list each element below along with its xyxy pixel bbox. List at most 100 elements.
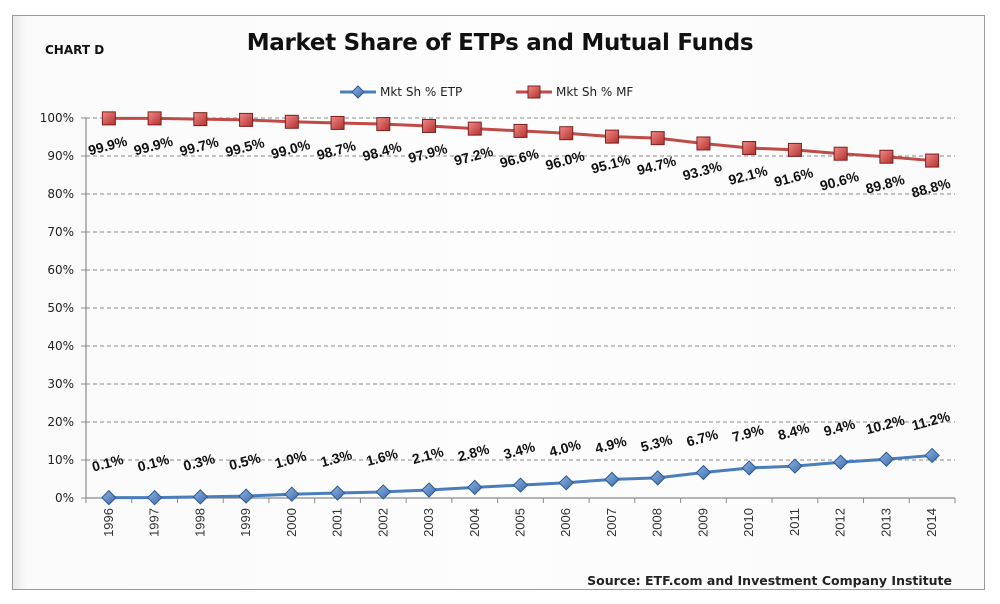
data-label: 99.5% <box>224 134 267 160</box>
gridlines <box>86 117 955 461</box>
x-tick-label: 2003 <box>421 508 436 537</box>
legend: Mkt Sh % ETP Mkt Sh % MF <box>340 85 633 99</box>
data-label: 4.9% <box>593 433 628 457</box>
data-label: 10.2% <box>864 411 907 437</box>
mf-marker <box>467 121 482 136</box>
mf-marker <box>422 118 437 133</box>
data-label: 5.3% <box>639 431 674 455</box>
etp-marker <box>146 489 163 506</box>
y-tick-label: 60% <box>47 263 74 277</box>
etp-marker <box>329 485 346 501</box>
legend-square-icon <box>527 85 541 99</box>
x-axis-ticks: 1996 1997 1998 1999 2000 2001 2002 2003 2004 2005… <box>85 498 956 537</box>
mf-marker <box>925 153 940 168</box>
data-label: 0.3% <box>182 450 217 474</box>
mf-marker <box>101 111 116 126</box>
data-label: 96.0% <box>544 147 587 173</box>
data-label: 9.4% <box>822 415 857 439</box>
y-tick-label: 90% <box>47 149 74 163</box>
mf-marker <box>879 149 894 164</box>
x-tick-label: 2013 <box>878 508 893 537</box>
y-tick-label: 80% <box>47 187 74 201</box>
chart-title: Market Share of ETPs and Mutual Funds <box>246 30 754 56</box>
chart-source: Source: ETF.com and Investment Company I… <box>587 573 952 588</box>
data-label: 95.1% <box>589 151 632 177</box>
data-label: 1.6% <box>365 445 400 469</box>
data-label: 98.7% <box>315 137 358 163</box>
etp-marker <box>512 477 529 493</box>
mf-marker <box>833 146 848 161</box>
mf-marker <box>193 112 208 127</box>
mf-marker <box>284 114 299 129</box>
data-label: 90.6% <box>818 168 861 194</box>
etp-marker <box>467 479 483 496</box>
legend-label: Mkt Sh % ETP <box>380 85 462 99</box>
y-tick-label: 0% <box>55 491 74 505</box>
etp-marker <box>650 470 666 486</box>
y-tick-label: 30% <box>47 377 74 391</box>
etp-marker <box>421 482 437 498</box>
etp-marker <box>101 489 117 506</box>
etp-marker <box>238 488 254 504</box>
data-label: 97.2% <box>452 143 495 169</box>
data-labels: 0.1% 0.1% 0.3% 0.5% 1.0% 1.3% 1.6% 2.1% 2.8% 3.4%… <box>86 133 952 475</box>
data-label: 99.9% <box>86 133 129 159</box>
etp-marker <box>787 458 803 474</box>
x-tick-label: 2010 <box>741 508 756 537</box>
data-label: 96.6% <box>498 145 541 171</box>
chart-frame <box>12 15 985 590</box>
y-tick-label: 10% <box>47 453 74 467</box>
x-tick-label: 1996 <box>101 508 116 537</box>
legend-label: Mkt Sh % MF <box>556 85 633 99</box>
mf-marker <box>787 142 802 157</box>
legend-diamond-icon <box>351 85 365 99</box>
mf-marker <box>742 141 757 156</box>
etp-marker <box>375 484 391 500</box>
x-tick-label: 2012 <box>833 508 848 537</box>
mf-marker <box>147 111 162 126</box>
mf-marker <box>696 136 711 151</box>
y-tick-label: 70% <box>47 225 74 239</box>
y-tick-label: 50% <box>47 301 74 315</box>
x-tick-label: 1999 <box>238 508 253 537</box>
data-label: 6.7% <box>685 426 720 450</box>
data-label: 99.7% <box>178 133 221 159</box>
x-tick-label: 2009 <box>695 508 710 537</box>
mf-marker <box>330 115 345 130</box>
data-label: 0.1% <box>136 451 171 475</box>
data-label: 1.3% <box>319 446 354 470</box>
etp-marker <box>558 475 574 491</box>
data-label: 89.8% <box>864 171 907 197</box>
data-label: 98.4% <box>361 138 404 164</box>
data-label: 91.6% <box>772 164 815 190</box>
y-tick-label: 20% <box>47 415 74 429</box>
data-label: 1.0% <box>273 447 308 471</box>
etp-marker <box>924 447 940 464</box>
data-label: 3.4% <box>502 438 537 462</box>
y-axis-ticks: 0% 10% 20% 30% 40% 50% 60% 70% 80% 90% 100% <box>40 111 86 505</box>
etp-marker <box>741 460 757 476</box>
data-label: 0.5% <box>227 449 262 473</box>
mf-marker <box>604 129 619 144</box>
y-tick-label: 40% <box>47 339 74 353</box>
x-tick-label: 1998 <box>192 508 207 537</box>
data-label: 7.9% <box>730 421 765 445</box>
data-label: 99.9% <box>132 133 175 159</box>
etp-marker <box>695 464 712 481</box>
data-label: 99.0% <box>269 136 312 162</box>
etp-marker <box>878 451 895 467</box>
data-label: 4.0% <box>547 436 582 460</box>
x-tick-label: 2014 <box>924 508 939 537</box>
data-label: 8.4% <box>776 419 811 443</box>
x-tick-label: 1997 <box>147 508 162 537</box>
data-label: 11.2% <box>910 408 952 434</box>
etp-marker <box>192 489 209 505</box>
data-label: 2.1% <box>410 443 445 467</box>
etp-marker <box>832 454 849 470</box>
mf-marker <box>513 123 528 138</box>
mf-marker <box>650 131 665 146</box>
mf-marker <box>239 112 254 127</box>
x-tick-label: 2011 <box>787 508 802 536</box>
x-tick-label: 2008 <box>650 508 665 537</box>
